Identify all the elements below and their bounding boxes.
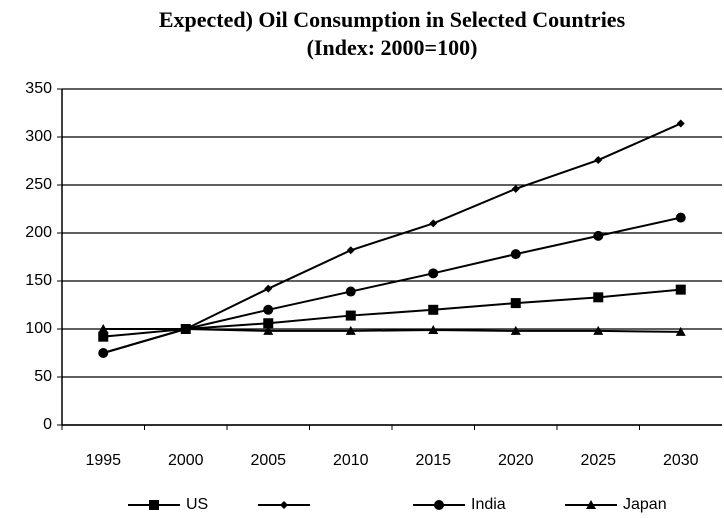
marker	[264, 284, 273, 293]
x-tick-label: 1995	[85, 452, 121, 469]
y-tick-label: 50	[34, 368, 52, 385]
y-tick-label: 350	[25, 80, 52, 97]
series-line	[102, 122, 682, 354]
marker	[98, 324, 109, 333]
marker	[510, 298, 521, 309]
x-tick-label: 2010	[333, 452, 369, 469]
marker	[593, 230, 604, 241]
marker	[593, 325, 604, 335]
marker	[263, 325, 274, 335]
marker	[180, 324, 191, 333]
x-tick-label: 2015	[415, 452, 451, 469]
series-line	[103, 288, 681, 338]
marker	[510, 249, 521, 260]
marker	[428, 268, 439, 279]
x-tick-label: 2025	[580, 452, 616, 469]
marker	[586, 500, 596, 509]
y-tick-label: 300	[25, 128, 52, 145]
marker	[594, 156, 603, 165]
marker	[511, 184, 520, 193]
x-tick-label: 2030	[663, 452, 699, 469]
y-tick-label: 200	[25, 224, 52, 241]
legend-label: US	[186, 496, 208, 513]
y-tick-label: 0	[43, 416, 52, 433]
legend-label: Japan	[623, 496, 667, 513]
x-tick-label: 2000	[168, 452, 204, 469]
marker	[429, 219, 438, 228]
marker	[345, 310, 356, 321]
marker	[676, 119, 685, 128]
chart-subtitle: (Index: 2000=100)	[307, 35, 478, 60]
marker	[675, 326, 686, 336]
legend-label: India	[471, 496, 506, 513]
marker	[675, 212, 686, 223]
marker	[346, 246, 355, 255]
marker	[263, 304, 274, 315]
marker	[428, 324, 439, 334]
series-line	[102, 216, 681, 354]
marker	[434, 500, 444, 510]
marker	[428, 304, 439, 315]
marker	[98, 348, 109, 358]
marker	[263, 318, 274, 329]
marker	[593, 292, 604, 303]
marker	[345, 286, 356, 297]
marker	[675, 284, 686, 295]
marker	[280, 501, 288, 509]
marker	[345, 325, 356, 335]
y-tick-label: 250	[25, 176, 52, 193]
y-tick-label: 100	[25, 320, 52, 337]
series-line	[103, 328, 681, 333]
x-tick-label: 2005	[250, 452, 286, 469]
y-tick-label: 150	[25, 272, 52, 289]
marker	[149, 500, 159, 510]
marker	[510, 325, 521, 335]
marker	[98, 331, 109, 342]
chart-title: Expected) Oil Consumption in Selected Co…	[159, 7, 626, 32]
x-tick-label: 2020	[498, 452, 534, 469]
